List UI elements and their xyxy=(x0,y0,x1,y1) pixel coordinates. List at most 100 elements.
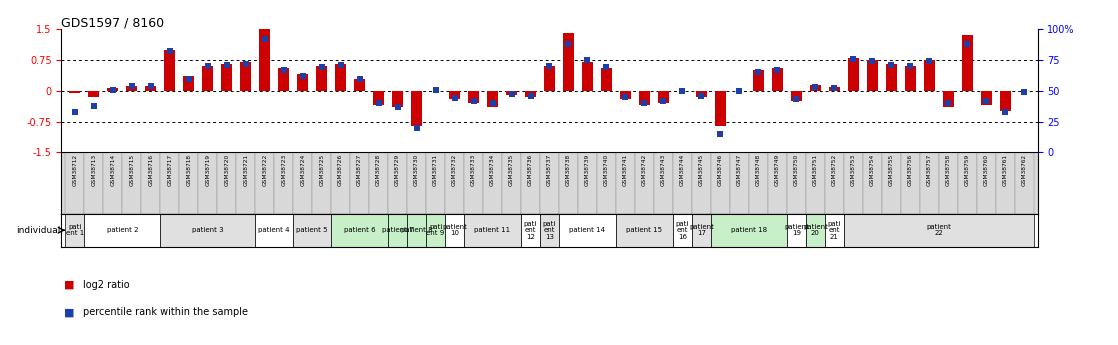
Bar xyxy=(221,64,233,91)
Bar xyxy=(923,60,935,91)
Bar xyxy=(65,152,84,214)
Bar xyxy=(407,152,426,214)
Bar xyxy=(901,152,920,214)
Bar xyxy=(730,152,749,214)
Bar xyxy=(464,214,521,247)
Text: GSM38744: GSM38744 xyxy=(680,154,685,186)
Point xyxy=(275,67,293,73)
Bar xyxy=(145,86,157,91)
Bar xyxy=(240,62,252,91)
Text: GSM38747: GSM38747 xyxy=(737,154,742,186)
Bar xyxy=(771,68,783,91)
Bar xyxy=(448,91,461,99)
Text: GSM38743: GSM38743 xyxy=(661,154,666,186)
Point xyxy=(218,62,236,68)
Bar xyxy=(505,91,518,95)
Point xyxy=(503,92,521,97)
Text: patient 6: patient 6 xyxy=(344,227,376,233)
Text: GSM38715: GSM38715 xyxy=(130,154,134,186)
Bar xyxy=(521,152,540,214)
Text: GSM38728: GSM38728 xyxy=(376,154,381,186)
Point xyxy=(484,100,502,106)
Bar xyxy=(882,152,901,214)
Text: GSM38748: GSM38748 xyxy=(756,154,761,186)
Text: percentile rank within the sample: percentile rank within the sample xyxy=(83,307,248,317)
Bar xyxy=(483,152,502,214)
Text: GSM38733: GSM38733 xyxy=(471,154,476,186)
Text: GSM38750: GSM38750 xyxy=(794,154,799,186)
Text: patient
19: patient 19 xyxy=(784,224,808,236)
Bar xyxy=(198,152,217,214)
Text: GSM38739: GSM38739 xyxy=(585,154,590,186)
Text: patient
20: patient 20 xyxy=(803,224,827,236)
Bar xyxy=(467,91,480,103)
Bar xyxy=(445,152,464,214)
Bar xyxy=(920,152,939,214)
Bar xyxy=(806,152,825,214)
Bar xyxy=(126,86,138,91)
Point xyxy=(578,57,596,63)
Text: GSM38718: GSM38718 xyxy=(187,154,191,186)
Text: patient 11: patient 11 xyxy=(474,227,511,233)
Point xyxy=(616,94,634,100)
Text: GSM38758: GSM38758 xyxy=(946,154,950,186)
Bar xyxy=(407,214,426,247)
Bar xyxy=(411,91,423,126)
Point xyxy=(522,93,540,98)
Bar xyxy=(790,91,802,101)
Bar xyxy=(616,214,673,247)
Point xyxy=(711,131,729,137)
Point xyxy=(370,100,388,106)
Text: ■: ■ xyxy=(64,280,74,289)
Bar xyxy=(540,214,559,247)
Bar xyxy=(749,152,768,214)
Point xyxy=(673,88,691,93)
Text: GSM38738: GSM38738 xyxy=(566,154,571,186)
Text: ■: ■ xyxy=(64,307,74,317)
Point xyxy=(996,109,1014,115)
Point xyxy=(123,83,141,89)
Text: GSM38716: GSM38716 xyxy=(149,154,153,186)
Point xyxy=(597,65,615,70)
Point xyxy=(825,86,843,91)
Text: patient
22: patient 22 xyxy=(927,224,951,236)
Bar xyxy=(559,214,616,247)
Bar xyxy=(635,152,654,214)
Point xyxy=(85,103,103,108)
Bar xyxy=(638,91,651,105)
Point xyxy=(559,41,577,47)
Text: GSM38731: GSM38731 xyxy=(433,154,438,186)
Bar xyxy=(236,152,255,214)
Point xyxy=(958,41,976,47)
Text: GSM38737: GSM38737 xyxy=(547,154,552,186)
Point xyxy=(654,98,672,104)
Point xyxy=(920,59,938,64)
Bar xyxy=(388,152,407,214)
Text: GSM38714: GSM38714 xyxy=(111,154,115,186)
Bar xyxy=(392,91,404,107)
Text: GSM38717: GSM38717 xyxy=(168,154,172,186)
Bar xyxy=(69,91,80,93)
Point xyxy=(351,76,369,81)
Bar xyxy=(141,152,160,214)
Text: GSM38746: GSM38746 xyxy=(718,154,723,186)
Bar xyxy=(543,66,556,91)
Text: GSM38729: GSM38729 xyxy=(395,154,400,186)
Text: GSM38760: GSM38760 xyxy=(984,154,988,186)
Point xyxy=(939,100,957,106)
Point xyxy=(635,100,653,106)
Text: patient
17: patient 17 xyxy=(689,224,714,236)
Bar xyxy=(939,152,958,214)
Bar xyxy=(502,152,521,214)
Bar xyxy=(692,152,711,214)
Bar xyxy=(354,79,366,91)
Point xyxy=(692,93,710,98)
Text: patient 18: patient 18 xyxy=(731,227,767,233)
Text: pati
ent
13: pati ent 13 xyxy=(543,221,556,240)
Point xyxy=(901,63,919,69)
Bar xyxy=(673,214,692,247)
Point xyxy=(161,49,179,54)
Text: GSM38721: GSM38721 xyxy=(244,154,248,186)
Bar xyxy=(278,68,290,91)
Text: GSM38740: GSM38740 xyxy=(604,154,609,186)
